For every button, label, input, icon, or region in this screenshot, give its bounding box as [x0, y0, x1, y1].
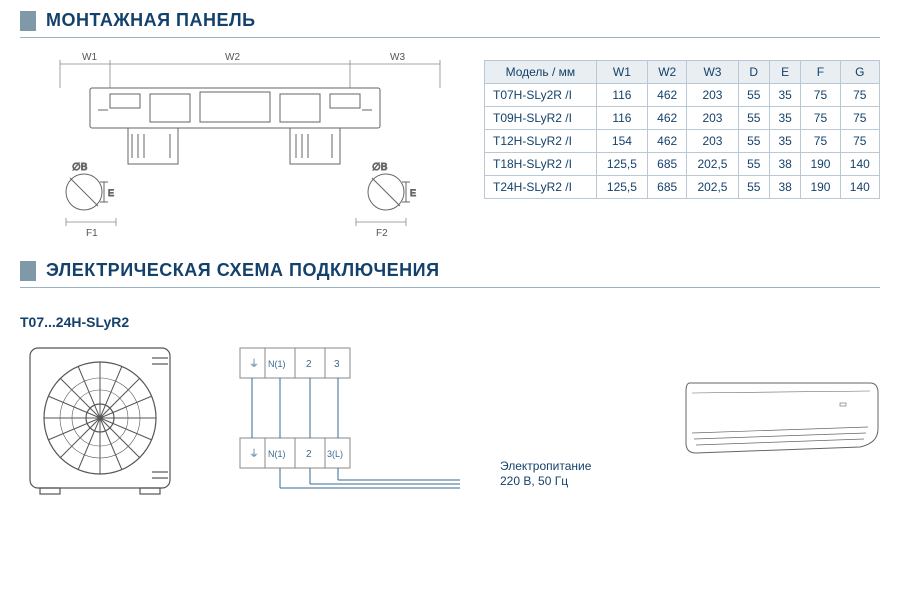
terminal-3l-bot: 3(L) — [327, 449, 343, 459]
spec-th: D — [738, 61, 769, 84]
spec-cell: 55 — [738, 107, 769, 130]
spec-cell: 462 — [648, 84, 687, 107]
spec-cell: 35 — [769, 130, 800, 153]
section-rule — [20, 287, 880, 288]
power-line1: Электропитание — [500, 459, 591, 475]
spec-cell: 685 — [648, 153, 687, 176]
spec-cell: 55 — [738, 176, 769, 199]
table-row: T24H-SLyR2 /I125,5685202,55538190140 — [485, 176, 880, 199]
dim-label-w2: W2 — [225, 52, 240, 63]
spec-cell: 202,5 — [687, 153, 738, 176]
dim-label-f2: F2 — [376, 228, 388, 239]
spec-cell: T07H-SLy2R /I — [485, 84, 597, 107]
section-title-mount: МОНТАЖНАЯ ПАНЕЛЬ — [46, 10, 256, 31]
spec-cell: 203 — [687, 84, 738, 107]
section-title-wiring: ЭЛЕКТРИЧЕСКАЯ СХЕМА ПОДКЛЮЧЕНИЯ — [46, 260, 440, 281]
spec-cell: 55 — [738, 130, 769, 153]
spec-cell: T24H-SLyR2 /I — [485, 176, 597, 199]
section-header-wiring: ЭЛЕКТРИЧЕСКАЯ СХЕМА ПОДКЛЮЧЕНИЯ — [0, 260, 900, 281]
spec-cell: 75 — [840, 107, 879, 130]
dim-label-ob-left: ∅B — [72, 162, 88, 173]
dim-label-e-left: E — [108, 188, 114, 198]
spec-cell: 462 — [648, 107, 687, 130]
spec-cell: T09H-SLyR2 /I — [485, 107, 597, 130]
dim-label-ob-right: ∅B — [372, 162, 388, 173]
spec-th: E — [769, 61, 800, 84]
spec-cell: 125,5 — [596, 176, 647, 199]
dim-label-w3: W3 — [390, 52, 405, 63]
spec-cell: 140 — [840, 153, 879, 176]
spec-table-area: Модель / ммW1W2W3DEFG T07H-SLy2R /I11646… — [484, 52, 880, 242]
spec-th: G — [840, 61, 879, 84]
power-caption-block: Электропитание 220 В, 50 Гц — [500, 459, 591, 508]
table-row: T09H-SLyR2 /I11646220355357575 — [485, 107, 880, 130]
spec-cell: 202,5 — [687, 176, 738, 199]
spec-table: Модель / ммW1W2W3DEFG T07H-SLy2R /I11646… — [484, 60, 880, 199]
spec-th: Модель / мм — [485, 61, 597, 84]
dim-label-w1: W1 — [82, 52, 97, 63]
model-range-label: T07...24H-SLyR2 — [0, 302, 900, 338]
spec-cell: 190 — [801, 153, 840, 176]
spec-cell: 75 — [840, 84, 879, 107]
spec-th: W3 — [687, 61, 738, 84]
spec-cell: 190 — [801, 176, 840, 199]
spec-cell: 35 — [769, 107, 800, 130]
spec-cell: 140 — [840, 176, 879, 199]
section-bar — [20, 261, 36, 281]
outdoor-unit-diagram — [20, 338, 180, 508]
spec-cell: 75 — [801, 130, 840, 153]
spec-cell: T12H-SLyR2 /I — [485, 130, 597, 153]
dim-label-e-right: E — [410, 188, 416, 198]
spec-cell: 38 — [769, 176, 800, 199]
terminal-n1-top: N(1) — [268, 359, 286, 369]
terminal-3-top: 3 — [334, 359, 340, 370]
spec-cell: T18H-SLyR2 /I — [485, 153, 597, 176]
spec-th: W1 — [596, 61, 647, 84]
spec-cell: 203 — [687, 107, 738, 130]
spec-th: F — [801, 61, 840, 84]
dim-label-f1: F1 — [86, 228, 98, 239]
section-rule — [20, 37, 880, 38]
terminal-2-top: 2 — [306, 359, 312, 370]
spec-cell: 116 — [596, 84, 647, 107]
spec-cell: 75 — [801, 84, 840, 107]
spec-cell: 75 — [840, 130, 879, 153]
section-bar — [20, 11, 36, 31]
spec-cell: 55 — [738, 84, 769, 107]
spec-cell: 685 — [648, 176, 687, 199]
section-header-mount: МОНТАЖНАЯ ПАНЕЛЬ — [0, 10, 900, 31]
terminal-2-bot: 2 — [306, 449, 312, 460]
terminal-wiring-diagram: ⏚ N(1) 2 3 ⏚ N(1) 2 3(L) — [210, 338, 470, 508]
spec-cell: 154 — [596, 130, 647, 153]
spec-cell: 203 — [687, 130, 738, 153]
spec-cell: 125,5 — [596, 153, 647, 176]
power-line2: 220 В, 50 Гц — [500, 474, 591, 490]
indoor-unit-diagram — [680, 363, 880, 483]
spec-cell: 75 — [801, 107, 840, 130]
spec-cell: 55 — [738, 153, 769, 176]
spec-cell: 462 — [648, 130, 687, 153]
spec-cell: 116 — [596, 107, 647, 130]
mount-panel-diagram: W1 W2 W3 — [20, 52, 460, 242]
spec-th: W2 — [648, 61, 687, 84]
table-row: T12H-SLyR2 /I15446220355357575 — [485, 130, 880, 153]
terminal-n1-bot: N(1) — [268, 449, 286, 459]
spec-cell: 38 — [769, 153, 800, 176]
terminal-ground-top: ⏚ — [249, 358, 259, 370]
table-row: T07H-SLy2R /I11646220355357575 — [485, 84, 880, 107]
terminal-ground-bot: ⏚ — [249, 448, 259, 460]
spec-cell: 35 — [769, 84, 800, 107]
table-row: T18H-SLyR2 /I125,5685202,55538190140 — [485, 153, 880, 176]
